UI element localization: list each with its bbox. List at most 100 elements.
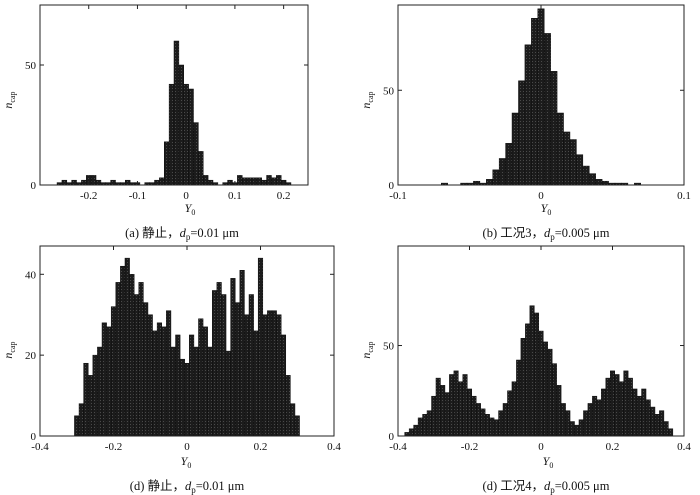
- x-tick-label: -0.4: [389, 441, 407, 453]
- histogram-bar: [266, 175, 272, 186]
- x-tick-label: 0.2: [254, 441, 268, 453]
- histogram-bar: [551, 363, 557, 437]
- x-tick-label: 0: [184, 441, 190, 453]
- caption-sub: p: [186, 232, 191, 242]
- histogram-bar: [129, 274, 135, 437]
- histogram-bar: [189, 334, 195, 437]
- caption-rest: =0.005 μm: [555, 226, 610, 240]
- histogram-bar: [417, 417, 423, 437]
- histogram-bar: [285, 375, 291, 437]
- histogram-bar: [489, 417, 495, 437]
- histogram-bar: [654, 414, 660, 437]
- histogram-bar: [267, 310, 273, 437]
- histogram-bar: [156, 322, 162, 437]
- histogram-bar: [569, 139, 577, 186]
- histogram-bar: [81, 179, 87, 186]
- histogram-bar: [253, 330, 259, 437]
- histogram-bar: [605, 377, 611, 437]
- x-tick-label: 0.4: [677, 441, 691, 453]
- histogram-bar: [641, 388, 647, 437]
- histogram-bar: [271, 310, 277, 437]
- caption-rest: =0.01 μm: [196, 479, 245, 493]
- histogram-bar: [492, 169, 500, 186]
- x-axis-label-sub: 0: [549, 461, 553, 470]
- y-axis-label: ncap: [1, 91, 17, 108]
- y-axis-label-sub: cap: [8, 91, 17, 102]
- histogram-bar: [207, 179, 214, 186]
- histogram-bar: [467, 388, 472, 437]
- y-tick-label: 0: [31, 431, 37, 443]
- histogram-bar: [556, 112, 564, 186]
- histogram-bar: [168, 83, 175, 186]
- y-axis-label-main: n: [1, 353, 15, 359]
- histogram-bar: [404, 432, 410, 437]
- caption-prefix: (b) 工况3，: [483, 226, 544, 240]
- histogram-bar: [589, 173, 596, 186]
- histogram-bar: [569, 421, 575, 437]
- x-tick-label: -0.1: [129, 190, 146, 202]
- y-tick-label: 50: [25, 60, 37, 72]
- histogram-bar: [582, 165, 590, 186]
- histogram-bar: [166, 310, 172, 437]
- histogram-bar: [574, 424, 580, 437]
- x-tick-label: -0.2: [461, 441, 478, 453]
- histogram-bar: [175, 334, 181, 437]
- histogram-bar: [87, 375, 94, 437]
- histogram-bar: [595, 179, 603, 186]
- histogram-bar: [596, 399, 602, 437]
- histogram-bar: [486, 179, 493, 186]
- x-tick-label: -0.4: [31, 441, 49, 453]
- histogram-bar: [101, 322, 107, 437]
- histogram-bar: [248, 294, 254, 437]
- caption-sub: p: [550, 485, 555, 495]
- caption-d: d: [185, 479, 192, 493]
- histogram-bar: [159, 177, 165, 186]
- histogram-bar: [239, 270, 245, 437]
- histogram-bar: [110, 306, 117, 437]
- histogram-bar: [71, 179, 77, 186]
- histogram-bar: [207, 346, 213, 437]
- histogram-bar: [435, 377, 441, 437]
- x-tick-label: 0.2: [606, 441, 620, 453]
- x-tick-label: -0.2: [105, 441, 122, 453]
- histogram-bar: [422, 414, 428, 437]
- x-tick-label: -0.2: [80, 190, 97, 202]
- caption-d: d: [180, 226, 187, 240]
- histogram-bar: [241, 177, 248, 186]
- y-axis-label: ncap: [1, 341, 17, 358]
- histogram-bar: [529, 305, 535, 437]
- x-tick-label: 0: [538, 190, 544, 202]
- caption-rest: =0.005 μm: [555, 479, 610, 493]
- histogram-bar: [659, 410, 665, 437]
- histogram-bar: [198, 318, 204, 437]
- x-tick-label: 0: [183, 190, 189, 202]
- y-tick-label: 20: [25, 350, 37, 362]
- caption-sub: p: [550, 232, 555, 242]
- histogram-bar: [498, 410, 504, 437]
- x-axis-label: Y0: [543, 454, 554, 470]
- caption-rest: =0.01 μm: [190, 226, 239, 240]
- y-tick-label: 50: [383, 341, 395, 353]
- histogram-bar: [193, 346, 199, 437]
- histogram-bar: [507, 390, 513, 437]
- caption-sub: p: [191, 485, 196, 495]
- histogram-bar: [95, 179, 102, 186]
- histogram-bar: [538, 330, 544, 437]
- histogram-bar: [627, 377, 633, 437]
- histogram-bar: [583, 410, 589, 437]
- y-tick-label: 0: [389, 180, 395, 192]
- histogram-bar: [143, 302, 149, 437]
- y-tick-label: 40: [25, 269, 37, 281]
- histogram-bar: [161, 326, 167, 437]
- x-tick-label: 0.1: [228, 190, 242, 202]
- x-tick-label: 0.4: [327, 441, 341, 453]
- histogram-bar: [280, 334, 287, 437]
- histogram-bar: [173, 40, 180, 186]
- y-tick-label: 0: [31, 180, 37, 192]
- x-axis-label-main: Y: [185, 201, 193, 215]
- histogram-bar: [565, 410, 571, 437]
- histogram-bar: [164, 141, 170, 186]
